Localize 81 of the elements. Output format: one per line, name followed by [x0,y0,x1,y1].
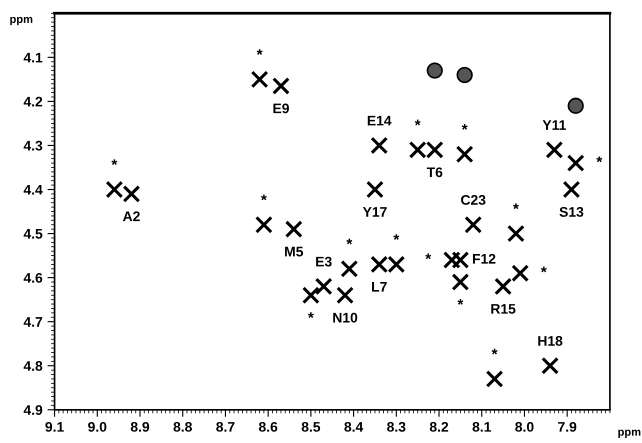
point [255,216,273,234]
point [272,77,290,95]
point [122,185,140,203]
data-label: C23 [461,195,486,205]
point [456,145,474,164]
point [452,251,470,269]
x-tick-label: 9.1 [45,422,64,432]
data-label: E3 [316,256,332,267]
data-label: * [414,120,421,126]
data-label: * [425,253,432,260]
data-label: E14 [368,116,392,126]
data-label: H18 [538,336,562,346]
point [486,370,504,388]
x-tick-label: 9.0 [88,422,106,432]
y-tick-label: 4.4 [24,184,43,195]
x-tick-label: 8.0 [515,422,534,432]
y-tick-label: 4.2 [24,96,42,106]
y-tick-label: 4.8 [24,361,42,371]
point [566,154,585,172]
data-label: * [540,266,547,272]
y-tick-label: 4.5 [24,229,42,239]
y-tick-label: 4.6 [24,272,42,283]
x-axis-title: ppm [618,430,640,438]
data-label: Y17 [362,207,387,217]
data-label: * [393,234,400,240]
point [443,251,461,269]
data-label: R15 [491,304,516,314]
point [340,260,358,278]
data-label: * [308,312,314,318]
x-tick-label: 8.2 [430,422,448,432]
y-axis-title: ppm [10,16,32,26]
point [562,180,580,198]
data-label: N10 [333,312,358,323]
x-tick-label: 7.9 [558,422,576,432]
point [314,278,333,296]
data-label: Y11 [542,120,566,130]
point [426,62,443,79]
y-tick-label: 4.7 [24,317,42,327]
data-label: * [462,124,468,130]
point [511,264,530,282]
x-tick-label: 8.7 [216,422,234,432]
data-label: * [457,299,464,305]
point [370,136,388,154]
y-tick-label: 4.1 [24,52,42,62]
data-label: T6 [426,167,442,178]
point [284,220,303,238]
x-tick-label: 8.4 [344,422,364,432]
x-tick-label: 8.8 [174,422,192,432]
data-label: F12 [472,254,496,264]
point [494,278,512,296]
point [456,66,473,84]
point [106,180,124,198]
data-label: S13 [560,207,584,217]
x-tick-label: 8.9 [130,422,150,432]
data-label: A2 [122,211,140,222]
point [366,180,384,198]
point [464,216,482,234]
point [507,224,525,242]
y-tick-label: 4.3 [24,140,42,151]
x-tick-label: 8.5 [302,422,320,432]
x-tick-label: 8.6 [258,422,278,432]
point [250,70,268,88]
data-label: * [346,238,352,244]
data-label: * [111,159,118,166]
data-label: * [256,49,263,55]
data-label: * [492,348,498,354]
y-tick-label: 4.9 [24,405,42,415]
data-label: * [596,156,602,162]
point [546,141,564,159]
data-label: E9 [273,103,289,114]
x-tick-label: 8.3 [387,422,406,432]
point [541,356,559,375]
point [302,286,320,304]
data-label: * [260,194,267,200]
point [568,98,584,114]
point [452,273,470,291]
data-label: * [512,203,519,210]
point [336,286,354,304]
data-label: M5 [285,246,304,256]
x-tick-label: 8.1 [472,422,492,432]
data-label: L7 [372,282,387,292]
